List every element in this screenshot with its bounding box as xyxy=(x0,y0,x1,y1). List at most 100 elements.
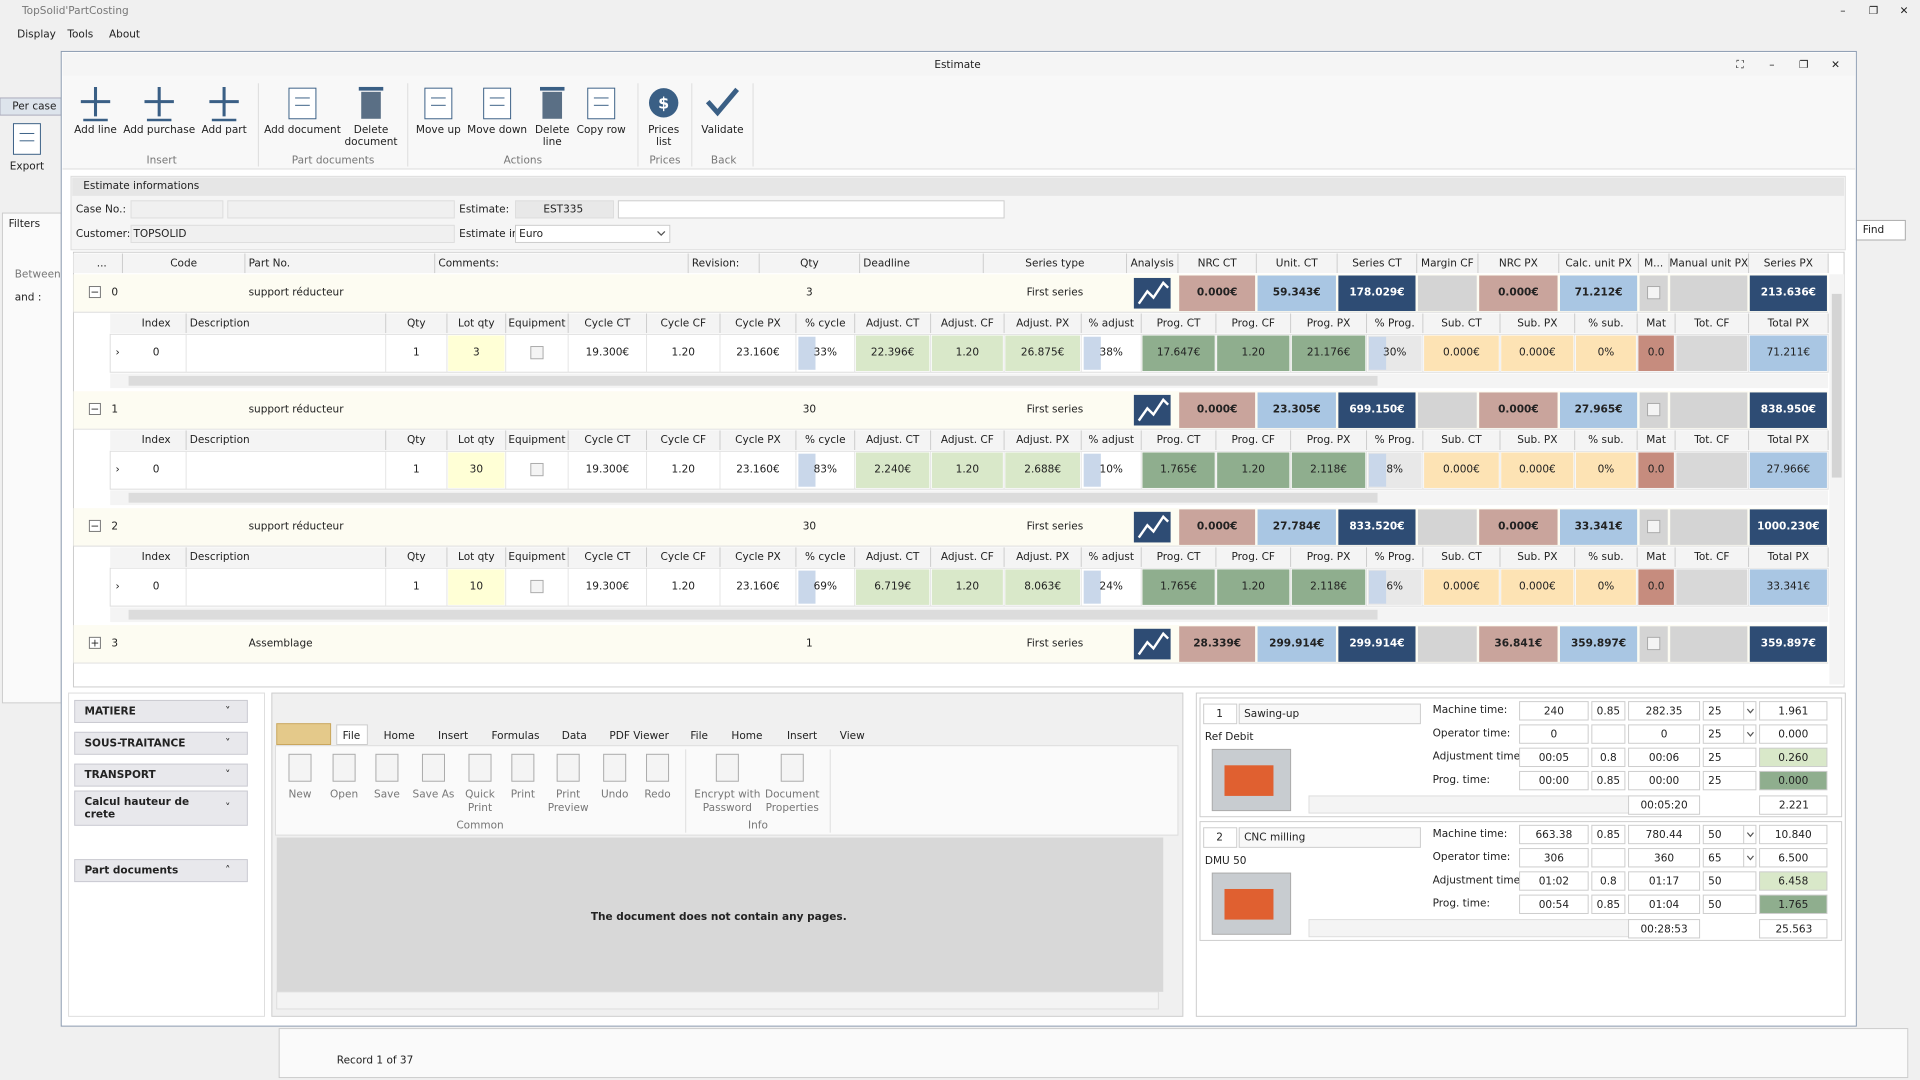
window-control[interactable]: ❐ xyxy=(1799,59,1808,71)
column-header[interactable]: Part No. xyxy=(249,257,291,269)
accordion-header[interactable] xyxy=(74,699,248,723)
doc-button[interactable]: Print xyxy=(511,789,535,801)
column-header[interactable]: Series PX xyxy=(1764,257,1813,269)
window-control[interactable]: – xyxy=(1840,5,1845,17)
doc-button[interactable]: Preview xyxy=(548,802,589,814)
column-header[interactable]: Comments: xyxy=(438,257,499,269)
field-value[interactable]: Euro xyxy=(519,228,543,240)
column-header[interactable]: Analysis xyxy=(1131,257,1174,269)
accordion-header[interactable] xyxy=(74,859,248,883)
ribbon-button[interactable]: Add purchase xyxy=(123,124,195,136)
ribbon-tab[interactable]: PDF Viewer xyxy=(609,730,669,742)
doc-button[interactable]: Save xyxy=(374,789,400,801)
column-header[interactable]: Manual unit PX xyxy=(1669,257,1748,269)
ribbon-button[interactable]: document xyxy=(344,136,397,148)
accordion-header[interactable] xyxy=(74,790,248,826)
ribbon-tab[interactable]: File xyxy=(343,730,361,742)
ribbon-tab[interactable]: Home xyxy=(384,730,415,742)
column-header[interactable]: Series type xyxy=(1025,257,1084,269)
ribbon-button[interactable]: Add document xyxy=(264,124,341,136)
window-control[interactable]: ✕ xyxy=(1831,59,1840,71)
doc-button[interactable]: Encrypt with xyxy=(694,789,760,801)
checkbox[interactable] xyxy=(530,579,544,594)
doc-button[interactable]: Properties xyxy=(766,802,819,814)
column-header[interactable]: Deadline xyxy=(863,257,910,269)
doc-button[interactable]: Password xyxy=(703,802,752,814)
column-header[interactable]: Revision: xyxy=(692,257,740,269)
doc-button[interactable]: Undo xyxy=(601,789,628,801)
input[interactable] xyxy=(1702,871,1757,891)
accordion-header[interactable] xyxy=(74,763,248,787)
ribbon-button[interactable]: line xyxy=(543,136,562,148)
ribbon-tab[interactable]: Home xyxy=(731,730,762,742)
scroll-thumb[interactable] xyxy=(128,375,1378,386)
accordion-label[interactable]: TRANSPORT xyxy=(84,769,156,781)
ribbon-button[interactable]: Add line xyxy=(74,124,117,136)
doc-button[interactable]: New xyxy=(289,789,312,801)
checkbox[interactable] xyxy=(1647,636,1661,651)
window-control[interactable]: ❐ xyxy=(1869,5,1878,17)
window-control[interactable]: ⛶ xyxy=(1736,59,1744,71)
column-header[interactable]: Code xyxy=(170,257,197,269)
app-menu-button[interactable] xyxy=(276,723,332,745)
checkbox[interactable] xyxy=(530,346,544,360)
checkbox[interactable] xyxy=(530,462,544,477)
column-header[interactable]: NRC CT xyxy=(1198,257,1238,269)
input[interactable] xyxy=(1702,824,1757,845)
ribbon-button[interactable]: Move down xyxy=(467,124,527,136)
input[interactable] xyxy=(1702,701,1757,721)
column-header[interactable]: NRC PX xyxy=(1499,257,1538,269)
expander[interactable] xyxy=(88,636,101,649)
ribbon-button[interactable]: Delete xyxy=(354,124,389,136)
column-header[interactable]: M... xyxy=(1644,257,1663,269)
window-control[interactable]: ✕ xyxy=(1900,5,1909,17)
doc-button[interactable]: Redo xyxy=(644,789,670,801)
column-header[interactable]: Qty xyxy=(800,257,819,269)
doc-button[interactable]: Print xyxy=(468,802,492,814)
window-control[interactable]: – xyxy=(1769,59,1774,71)
ribbon-button[interactable]: Prices xyxy=(648,124,679,136)
accordion-label[interactable]: Part documents xyxy=(84,865,178,877)
input[interactable] xyxy=(617,200,1005,219)
doc-button[interactable]: Open xyxy=(330,789,358,801)
input[interactable] xyxy=(1702,747,1757,768)
column-header[interactable]: ... xyxy=(97,257,107,269)
scroll-thumb[interactable] xyxy=(1831,293,1842,478)
ribbon-tab[interactable]: Insert xyxy=(438,730,468,742)
menu-item[interactable]: Tools xyxy=(66,28,93,40)
accordion-label[interactable]: SOUS-TRAITANCE xyxy=(84,737,185,749)
column-header[interactable]: Calc. unit PX xyxy=(1565,257,1631,269)
accordion-label[interactable]: Calcul hauteur de xyxy=(84,796,189,808)
checkbox[interactable] xyxy=(1647,286,1661,300)
record-navigator[interactable]: Record 1 of 37 xyxy=(337,1054,414,1066)
doc-button[interactable]: Print xyxy=(556,789,580,801)
tab-label[interactable]: Per case xyxy=(12,101,56,113)
expander[interactable] xyxy=(88,402,101,415)
doc-button[interactable]: Save As xyxy=(413,789,455,801)
expander[interactable] xyxy=(88,286,101,299)
doc-button[interactable]: Quick xyxy=(465,789,496,801)
input[interactable] xyxy=(1702,770,1757,791)
menu-item[interactable]: Display xyxy=(17,28,56,40)
ribbon-tab[interactable]: Formulas xyxy=(492,730,540,742)
combo[interactable] xyxy=(515,224,671,243)
accordion-label[interactable]: crete xyxy=(84,808,115,820)
button-label[interactable]: Export xyxy=(10,161,44,173)
input[interactable] xyxy=(1702,894,1757,914)
ribbon-button[interactable]: list xyxy=(656,136,671,148)
doc-button[interactable]: Document xyxy=(765,789,819,801)
accordion-header[interactable] xyxy=(74,731,248,755)
ribbon-button[interactable]: Add part xyxy=(201,124,246,136)
scroll-thumb[interactable] xyxy=(128,609,1378,620)
ribbon-button[interactable]: Copy row xyxy=(577,124,627,136)
button-label[interactable]: Find xyxy=(1863,224,1885,236)
ribbon-tab[interactable]: Data xyxy=(562,730,587,742)
checkbox[interactable] xyxy=(1647,519,1661,534)
checkbox[interactable] xyxy=(1647,402,1661,417)
ribbon-tab[interactable]: View xyxy=(840,730,865,742)
ribbon-button[interactable]: Delete xyxy=(535,124,570,136)
accordion-label[interactable]: MATIERE xyxy=(84,705,135,717)
ribbon-button[interactable]: Move up xyxy=(416,124,461,136)
expander[interactable] xyxy=(88,519,101,532)
ribbon-tab[interactable]: File xyxy=(690,730,708,742)
